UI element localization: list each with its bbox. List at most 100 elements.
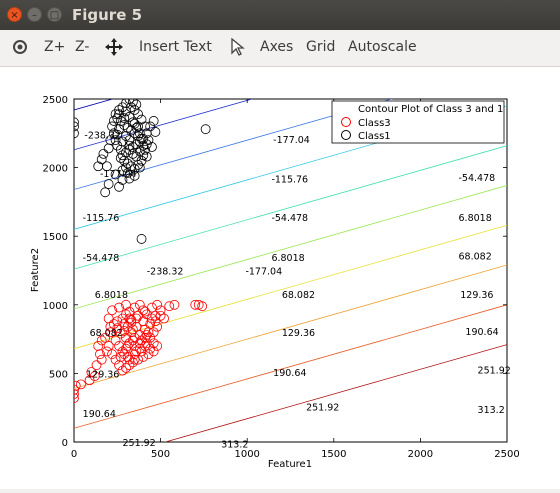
class3-point — [121, 299, 131, 310]
grid-button[interactable]: Grid — [306, 39, 336, 55]
class3-point — [138, 316, 149, 327]
x-tick-label: 2500 — [494, 449, 519, 460]
autoscale-button[interactable]: Autoscale — [348, 39, 417, 55]
class3-point — [145, 343, 156, 354]
contour-label: 251.92 — [306, 402, 339, 413]
figure-canvas: -238.32 -177.04 -177.04 -115.76 -115.76 -54.4… — [0, 67, 560, 489]
x-tick-label: 0 — [71, 449, 77, 460]
legend-entry-class1: Class1 — [358, 131, 391, 142]
class1-point — [100, 187, 111, 198]
class3-point — [150, 310, 161, 321]
contour-label: 190.64 — [273, 368, 306, 379]
class3-point — [140, 341, 150, 351]
class1-point — [124, 111, 135, 122]
contour-label: 313.2 — [221, 439, 248, 450]
class1-point — [129, 105, 140, 115]
rotate-icon[interactable] — [10, 36, 30, 58]
class3-point — [145, 332, 156, 343]
class1-point — [115, 144, 126, 155]
pan-icon[interactable] — [104, 36, 124, 58]
zoom-in-button[interactable]: Z+ — [44, 39, 66, 55]
minimize-window-button[interactable]: – — [27, 7, 42, 22]
contour-line — [74, 145, 507, 270]
class3-point — [143, 349, 154, 360]
class1-point — [121, 147, 131, 158]
contour-label: 6.8018 — [459, 213, 492, 224]
insert-text-button[interactable]: Insert Text — [139, 39, 212, 55]
class3-point — [117, 365, 128, 376]
y-tick-label: 1000 — [43, 301, 68, 312]
class3-point — [84, 375, 95, 386]
class3-point — [122, 352, 133, 362]
class3-point — [152, 299, 163, 310]
class3-point — [136, 335, 147, 346]
class3-point — [143, 327, 154, 338]
class3-point — [105, 321, 116, 332]
zoom-out-button[interactable]: Z- — [75, 39, 90, 55]
class3-point — [74, 380, 81, 391]
class3-point — [129, 349, 140, 360]
class3-point — [136, 346, 147, 357]
class1-point — [74, 121, 79, 132]
class1-point — [114, 181, 124, 192]
contour-label: 251.92 — [122, 438, 155, 449]
class1-point — [131, 151, 142, 162]
legend-box — [331, 100, 505, 144]
class3-point — [131, 321, 142, 332]
axes-button[interactable]: Axes — [260, 39, 294, 55]
class1-point — [133, 121, 143, 132]
figure-toolbar: Z+ Z- Insert Text Axes Grid Autoscale — [0, 30, 560, 67]
class1-point — [108, 128, 119, 139]
class3-point — [117, 346, 128, 357]
class3-point — [103, 341, 114, 351]
class1-point — [124, 135, 135, 146]
class3-point — [127, 324, 138, 335]
class3-point — [145, 319, 156, 329]
class1-point — [127, 148, 138, 159]
legend-marker-class3 — [341, 117, 351, 127]
class1-point — [108, 116, 119, 126]
class1-point — [143, 135, 154, 146]
contour-labels: -238.32 -177.04 -177.04 -115.76 -115.76 -54.4… — [83, 131, 511, 451]
class3-point — [112, 316, 123, 327]
y-tick-label: 500 — [49, 369, 68, 380]
class3-point — [148, 338, 159, 349]
class1-point — [74, 128, 79, 139]
contour-line — [74, 304, 507, 429]
contour-label: 313.2 — [478, 405, 505, 416]
class3-point — [110, 335, 121, 346]
contour-plot: -238.32 -177.04 -177.04 -115.76 -115.76 -54.4… — [30, 95, 520, 470]
contour-line — [74, 264, 507, 389]
class3-point — [115, 352, 126, 362]
class1-point — [122, 168, 133, 178]
x-tick-label: 500 — [151, 449, 170, 460]
contour-label: 129.36 — [282, 328, 315, 339]
class3-point — [117, 313, 128, 324]
y-tick-label: 0 — [62, 438, 68, 449]
window-title: Figure 5 — [72, 6, 143, 24]
class3-point — [110, 354, 121, 365]
window-titlebar: × – □ Figure 5 — [0, 0, 560, 30]
legend-entry-contour: Contour Plot of Class 3 and 1 — [358, 104, 503, 115]
contour-label: 129.36 — [86, 369, 119, 380]
maximize-window-button[interactable]: □ — [47, 7, 62, 22]
contour-label: 6.8018 — [271, 253, 304, 264]
class1-point — [129, 128, 140, 139]
x-tick-label: 1500 — [321, 449, 346, 460]
class1-point — [136, 234, 147, 244]
close-window-button[interactable]: × — [7, 7, 22, 22]
class1-point — [103, 179, 114, 189]
class1-point — [74, 117, 79, 128]
class3-point — [114, 341, 124, 351]
class3-point — [129, 341, 140, 351]
select-cursor-icon[interactable] — [228, 36, 248, 58]
contour-label: 6.8018 — [95, 290, 128, 301]
class1-point — [147, 142, 157, 152]
class1-point — [129, 170, 140, 181]
contour-label: -238.32 — [84, 131, 121, 142]
scatter-points — [74, 99, 211, 403]
class1-point — [131, 99, 142, 110]
class1-point — [102, 161, 112, 172]
class1-point — [145, 121, 156, 132]
contour-label: -238.32 — [147, 267, 184, 278]
